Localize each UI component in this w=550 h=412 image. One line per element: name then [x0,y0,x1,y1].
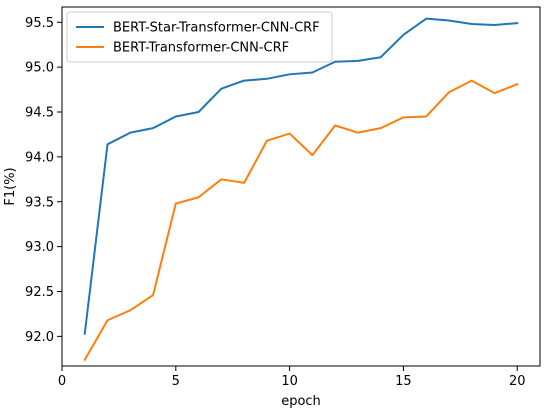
x-tick-label: 0 [58,374,66,389]
x-tick-label: 5 [172,374,180,389]
y-axis-title: F1(%) [3,167,18,205]
x-tick-label: 10 [281,374,298,389]
x-tick-label: 15 [395,374,412,389]
plot-frame [61,6,541,367]
series-line-1 [83,17,519,335]
legend-label-2: BERT-Transformer-CNN-CRF [113,41,289,56]
y-tick-label: 94.5 [25,106,54,121]
x-axis: 0 5 10 15 20 [58,366,526,389]
y-tick-label: 95.5 [25,16,54,31]
y-tick-label: 92.0 [25,330,54,345]
y-tick-label: 93.0 [25,240,54,255]
x-axis-title: epoch [281,394,321,409]
y-tick-label: 92.5 [25,285,54,300]
series-layer [83,17,519,362]
x-tick-label: 20 [509,374,526,389]
legend-label-1: BERT-Star-Transformer-CNN-CRF [113,21,320,36]
series-line-2 [83,79,519,362]
y-tick-label: 95.0 [25,61,54,76]
y-axis: 92.0 92.5 93.0 93.5 94.0 94.5 95.0 95.5 [25,16,62,345]
legend-box [66,11,333,63]
y-tick-label: 94.0 [25,150,54,165]
legend: BERT-Star-Transformer-CNN-CRF BERT-Transf… [66,11,333,63]
y-tick-label: 93.5 [25,195,54,210]
